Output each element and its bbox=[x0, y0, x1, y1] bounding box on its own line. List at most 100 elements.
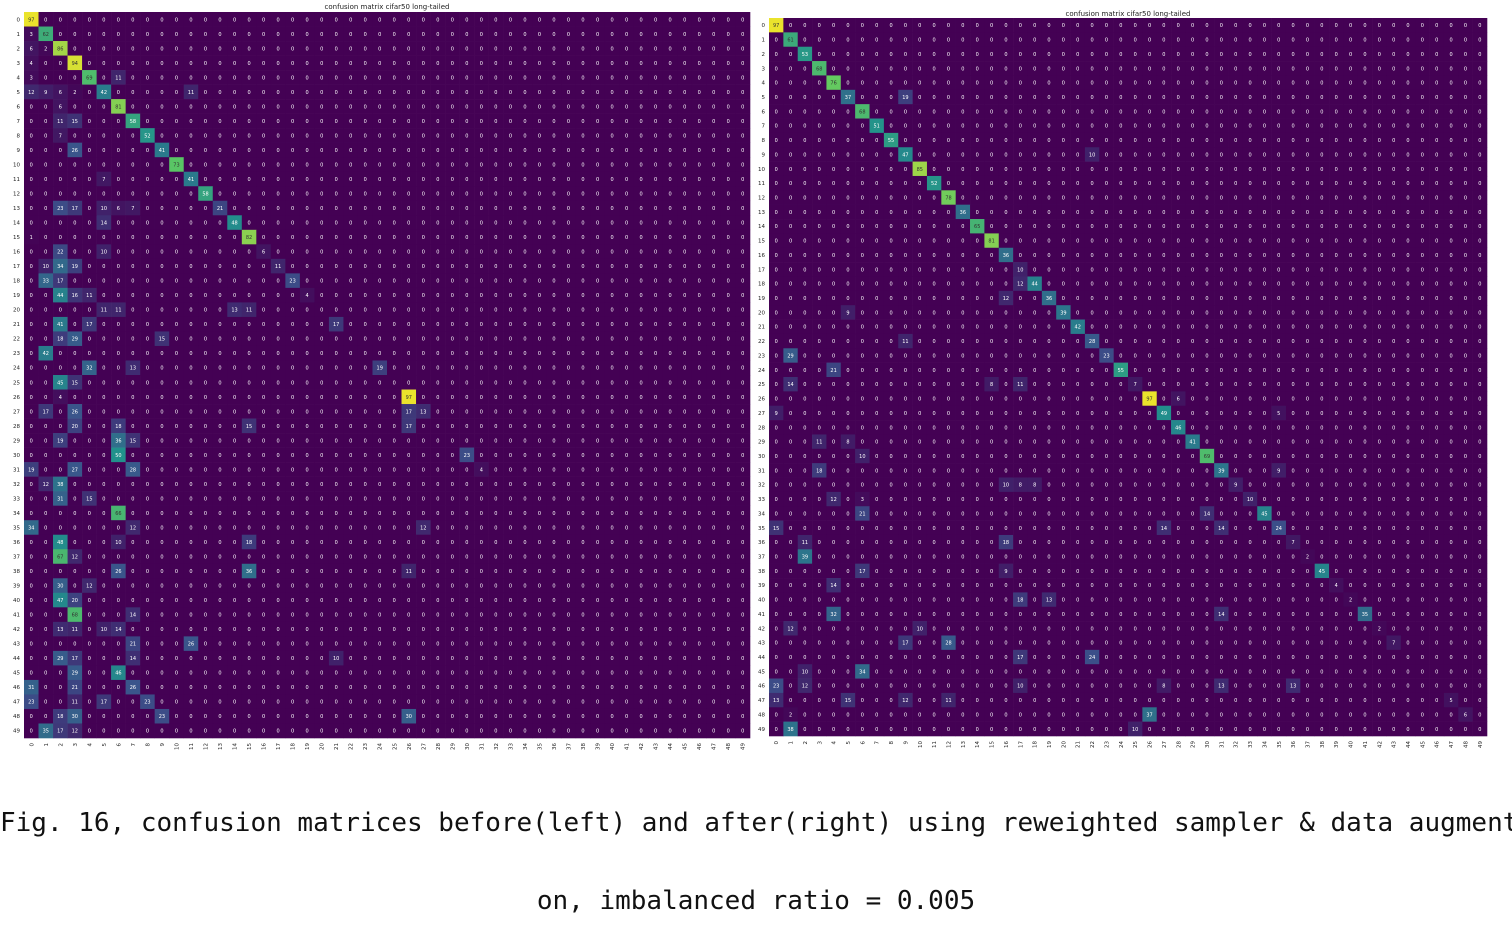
cell-value: 0 bbox=[160, 322, 163, 328]
cell-value: 0 bbox=[610, 729, 613, 735]
cell-value: 0 bbox=[741, 525, 744, 531]
heatmap-cell bbox=[488, 113, 504, 129]
cell-value: 0 bbox=[306, 279, 309, 285]
cell-value: 0 bbox=[625, 322, 628, 328]
cell-value: 0 bbox=[218, 366, 221, 372]
cell-value: 0 bbox=[189, 700, 192, 706]
cell-value: 0 bbox=[581, 496, 584, 502]
cell-value: 0 bbox=[262, 32, 265, 38]
heatmap-cell bbox=[53, 200, 68, 216]
cell-value: 0 bbox=[509, 700, 512, 706]
heatmap-cell bbox=[67, 41, 83, 56]
cell-value: 0 bbox=[654, 221, 657, 227]
cell-value: 0 bbox=[465, 90, 468, 96]
cell-value: 0 bbox=[683, 133, 686, 139]
cell-value: 0 bbox=[581, 75, 584, 81]
cell-value: 0 bbox=[44, 627, 47, 633]
cell-value: 0 bbox=[247, 119, 250, 125]
cell-value: 0 bbox=[436, 46, 439, 52]
cell-value: 0 bbox=[218, 221, 221, 227]
cell-value: 0 bbox=[640, 569, 643, 575]
cell-value: 0 bbox=[596, 235, 599, 241]
heatmap-cell bbox=[575, 99, 591, 114]
cell-value: 0 bbox=[117, 598, 120, 604]
heatmap-cell bbox=[474, 186, 489, 202]
cell-value: 19 bbox=[72, 264, 78, 270]
cell-value: 0 bbox=[277, 395, 280, 401]
cell-value: 0 bbox=[436, 511, 439, 517]
cell-value: 0 bbox=[233, 540, 236, 546]
cell-value: 0 bbox=[306, 395, 309, 401]
heatmap-cell bbox=[691, 287, 707, 303]
cell-value: 0 bbox=[88, 250, 91, 256]
heatmap-cell bbox=[561, 41, 577, 56]
heatmap-cell bbox=[183, 84, 199, 100]
heatmap-cell bbox=[474, 200, 489, 216]
heatmap-cell bbox=[125, 12, 141, 27]
heatmap-cell bbox=[140, 12, 155, 27]
cell-value: 0 bbox=[175, 424, 178, 430]
heatmap-cell bbox=[169, 157, 185, 173]
cell-value: 0 bbox=[291, 162, 294, 168]
cell-value: 0 bbox=[683, 496, 686, 502]
cell-value: 0 bbox=[610, 177, 613, 183]
heatmap-cell bbox=[604, 157, 620, 173]
cell-value: 0 bbox=[277, 409, 280, 415]
cell-value: 0 bbox=[407, 555, 410, 561]
cell-value: 0 bbox=[117, 119, 120, 125]
heatmap-cell bbox=[111, 84, 126, 100]
cell-value: 0 bbox=[378, 380, 381, 386]
cell-value: 0 bbox=[610, 308, 613, 314]
cell-value: 0 bbox=[683, 380, 686, 386]
heatmap-cell bbox=[619, 157, 635, 173]
cell-value: 0 bbox=[146, 75, 149, 81]
cell-value: 0 bbox=[88, 279, 91, 285]
cell-value: 0 bbox=[669, 395, 672, 401]
cell-value: 0 bbox=[654, 322, 657, 328]
cell-value: 0 bbox=[146, 351, 149, 357]
cell-value: 0 bbox=[146, 250, 149, 256]
cell-value: 0 bbox=[349, 337, 352, 343]
cell-value: 0 bbox=[291, 627, 294, 633]
cell-value: 0 bbox=[364, 569, 367, 575]
cell-value: 0 bbox=[494, 409, 497, 415]
cell-value: 0 bbox=[218, 438, 221, 444]
cell-value: 0 bbox=[538, 671, 541, 677]
cell-value: 0 bbox=[596, 395, 599, 401]
cell-value: 0 bbox=[654, 555, 657, 561]
cell-value: 0 bbox=[349, 424, 352, 430]
cell-value: 0 bbox=[364, 642, 367, 648]
cell-value: 41 bbox=[57, 322, 63, 328]
heatmap-cell bbox=[212, 244, 228, 260]
cell-value: 0 bbox=[683, 366, 686, 372]
cell-value: 0 bbox=[117, 714, 120, 720]
cell-value: 0 bbox=[669, 250, 672, 256]
cell-value: 0 bbox=[596, 729, 599, 735]
cell-value: 0 bbox=[436, 540, 439, 546]
cell-value: 0 bbox=[233, 133, 236, 139]
cell-value: 0 bbox=[625, 264, 628, 270]
cell-value: 0 bbox=[581, 279, 584, 285]
cell-value: 0 bbox=[189, 438, 192, 444]
cell-value: 0 bbox=[30, 162, 33, 168]
cell-value: 0 bbox=[625, 90, 628, 96]
cell-value: 0 bbox=[30, 453, 33, 459]
cell-value: 0 bbox=[59, 366, 62, 372]
heatmap-cell bbox=[706, 229, 722, 245]
cell-value: 0 bbox=[654, 17, 657, 23]
cell-value: 0 bbox=[698, 250, 701, 256]
cell-value: 0 bbox=[465, 482, 468, 488]
cell-value: 0 bbox=[669, 75, 672, 81]
heatmap-cell bbox=[706, 287, 722, 303]
cell-value: 0 bbox=[581, 511, 584, 517]
cell-value: 0 bbox=[465, 714, 468, 720]
cell-value: 0 bbox=[160, 511, 163, 517]
cell-value: 0 bbox=[146, 380, 149, 386]
cell-value: 0 bbox=[480, 424, 483, 430]
cell-value: 0 bbox=[596, 642, 599, 648]
cell-value: 0 bbox=[596, 496, 599, 502]
cell-value: 0 bbox=[73, 395, 76, 401]
cell-value: 0 bbox=[640, 148, 643, 154]
cell-value: 0 bbox=[610, 46, 613, 52]
cell-value: 0 bbox=[175, 453, 178, 459]
